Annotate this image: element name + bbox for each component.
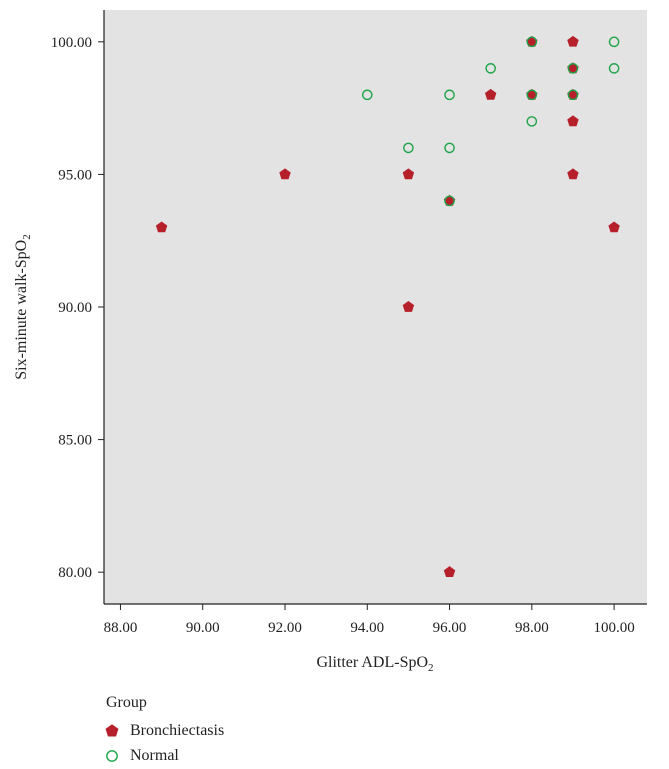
data-point-normal xyxy=(444,195,455,207)
y-tick-label: 90.00 xyxy=(58,300,92,316)
data-points xyxy=(155,35,620,578)
plot-area xyxy=(104,10,647,604)
data-point-bronchiectasis xyxy=(402,301,415,312)
x-tick-label: 92.00 xyxy=(268,620,302,636)
data-point-normal xyxy=(444,89,455,101)
data-point-bronchiectasis xyxy=(567,35,579,47)
data-point-normal xyxy=(526,89,538,101)
x-tick-label: 98.00 xyxy=(515,620,549,636)
x-axis-title: Glitter ADL-SpO2 xyxy=(316,654,433,674)
data-point-normal xyxy=(403,142,414,154)
legend-title: Group xyxy=(106,694,147,711)
x-tick-label: 90.00 xyxy=(186,620,220,636)
data-point-normal xyxy=(567,63,579,74)
data-point-bronchiectasis xyxy=(608,221,620,233)
data-point-bronchiectasis xyxy=(279,168,291,180)
legend-label-normal: Normal xyxy=(130,747,179,764)
data-point-normal xyxy=(608,63,620,74)
data-point-normal xyxy=(608,36,620,48)
data-point-bronchiectasis xyxy=(443,566,456,578)
y-tick-label: 85.00 xyxy=(58,433,92,449)
data-point-normal xyxy=(526,36,538,48)
x-tick-label: 96.00 xyxy=(433,620,467,636)
data-point-normal xyxy=(444,142,455,154)
legend-marker-bronchiectasis xyxy=(105,724,119,737)
data-point-normal xyxy=(567,89,579,101)
data-point-bronchiectasis xyxy=(155,221,168,233)
legend-marker-normal xyxy=(106,750,118,762)
data-point-bronchiectasis xyxy=(402,168,415,180)
y-axis-title: Six-minute walk-SpO2 xyxy=(13,234,33,380)
data-point-bronchiectasis xyxy=(567,115,579,127)
x-tick-label: 100.00 xyxy=(593,620,634,636)
x-tick-label: 94.00 xyxy=(350,620,384,636)
y-tick-label: 80.00 xyxy=(58,565,92,581)
y-tick-label: 95.00 xyxy=(58,167,92,183)
legend: Group Bronchiectasis Normal xyxy=(105,694,224,764)
data-point-normal xyxy=(526,116,538,127)
data-point-bronchiectasis xyxy=(484,88,497,100)
y-tick-label: 100.00 xyxy=(51,35,92,51)
axis-ticks: 88.00 90.00 92.00 94.00 96.00 98.00 100.00 100.… xyxy=(51,35,635,636)
data-point-bronchiectasis xyxy=(567,168,579,180)
data-point-normal xyxy=(361,89,373,101)
data-point-normal xyxy=(485,63,496,74)
legend-label-bronchiectasis: Bronchiectasis xyxy=(130,722,224,739)
x-tick-label: 88.00 xyxy=(104,620,138,636)
